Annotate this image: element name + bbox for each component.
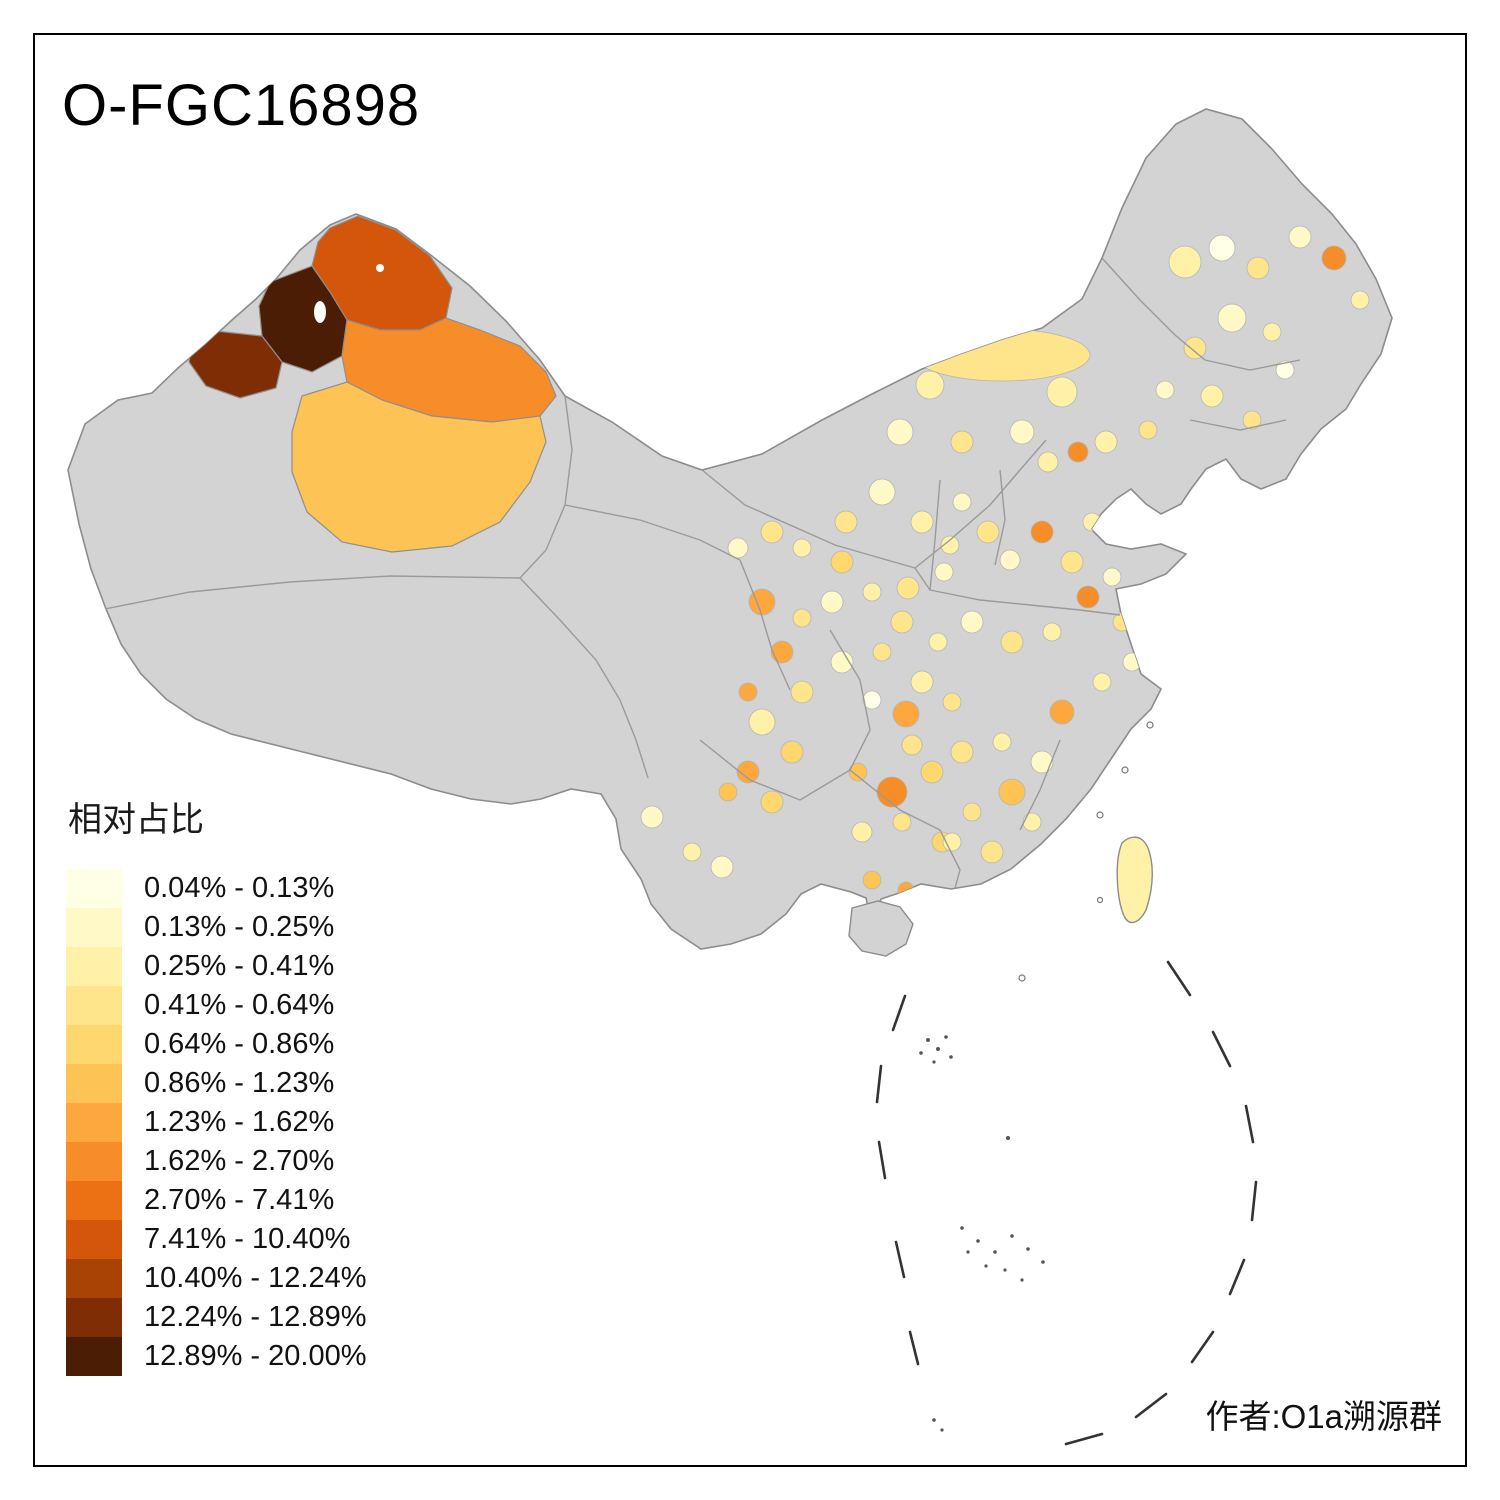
legend-swatch	[66, 869, 122, 908]
legend-item: 0.41% - 0.64%	[66, 986, 366, 1025]
legend-swatch	[66, 1259, 122, 1298]
legend-item: 1.62% - 2.70%	[66, 1142, 366, 1181]
legend-swatch	[66, 1103, 122, 1142]
credit-text: 作者:O1a溯源群	[1205, 1398, 1442, 1435]
page-title: O-FGC16898	[62, 73, 421, 138]
legend-title: 相对占比	[68, 801, 204, 839]
legend-item-label: 0.25% - 0.41%	[144, 950, 335, 982]
legend-item-label: 10.40% - 12.24%	[144, 1262, 367, 1294]
shaded-regions	[188, 215, 1370, 899]
legend-item: 0.25% - 0.41%	[66, 947, 366, 986]
legend-swatch	[66, 1025, 122, 1064]
legend-item-label: 1.23% - 1.62%	[144, 1106, 335, 1138]
legend-swatch	[66, 1142, 122, 1181]
region-blob	[913, 328, 1091, 382]
sea-islands	[919, 1035, 1045, 1432]
legend-swatch	[66, 947, 122, 986]
legend-item: 0.86% - 1.23%	[66, 1064, 366, 1103]
legend-item: 12.89% - 20.00%	[66, 1337, 366, 1376]
province-borders	[99, 257, 1301, 889]
legend-swatch	[66, 1337, 122, 1376]
lake-sayram	[314, 301, 326, 323]
legend-item: 12.24% - 12.89%	[66, 1298, 366, 1337]
legend-item: 7.41% - 10.40%	[66, 1220, 366, 1259]
legend: 相对占比 0.04% - 0.13% 0.13% - 0.25% 0.25% - 0…	[66, 792, 366, 1376]
coastal-islets	[1018, 721, 1154, 982]
region-south-xinjiang	[291, 381, 547, 553]
legend-swatch	[66, 986, 122, 1025]
legend-item-label: 1.62% - 2.70%	[144, 1145, 335, 1177]
legend-item: 0.64% - 0.86%	[66, 1025, 366, 1064]
legend-item: 2.70% - 7.41%	[66, 1181, 366, 1220]
legend-item: 0.13% - 0.25%	[66, 908, 366, 947]
legend-item: 0.04% - 0.13%	[66, 869, 366, 908]
legend-item-label: 0.64% - 0.86%	[144, 1028, 335, 1060]
legend-rows: 0.04% - 0.13% 0.13% - 0.25% 0.25% - 0.41% 0…	[66, 869, 366, 1376]
legend-item-label: 7.41% - 10.40%	[144, 1223, 351, 1255]
region-ili-dark	[258, 265, 348, 373]
nine-dash-line	[875, 960, 1258, 1446]
hainan-island	[848, 900, 914, 957]
legend-item-label: 0.41% - 0.64%	[144, 989, 335, 1021]
legend-item: 10.40% - 12.24%	[66, 1259, 366, 1298]
legend-item-label: 12.89% - 20.00%	[144, 1340, 367, 1372]
legend-item-label: 0.86% - 1.23%	[144, 1067, 335, 1099]
legend-item-label: 0.13% - 0.25%	[144, 911, 335, 943]
legend-swatch	[66, 1181, 122, 1220]
legend-item-label: 12.24% - 12.89%	[144, 1301, 367, 1333]
legend-swatch	[66, 908, 122, 947]
legend-item-label: 0.04% - 0.13%	[144, 872, 335, 904]
legend-swatch	[66, 1220, 122, 1259]
legend-item: 1.23% - 1.62%	[66, 1103, 366, 1142]
legend-swatch	[66, 1298, 122, 1337]
legend-swatch	[66, 1064, 122, 1103]
taiwan-island	[1116, 836, 1153, 924]
lake-ulungur	[376, 264, 384, 272]
legend-item-label: 2.70% - 7.41%	[144, 1184, 335, 1216]
